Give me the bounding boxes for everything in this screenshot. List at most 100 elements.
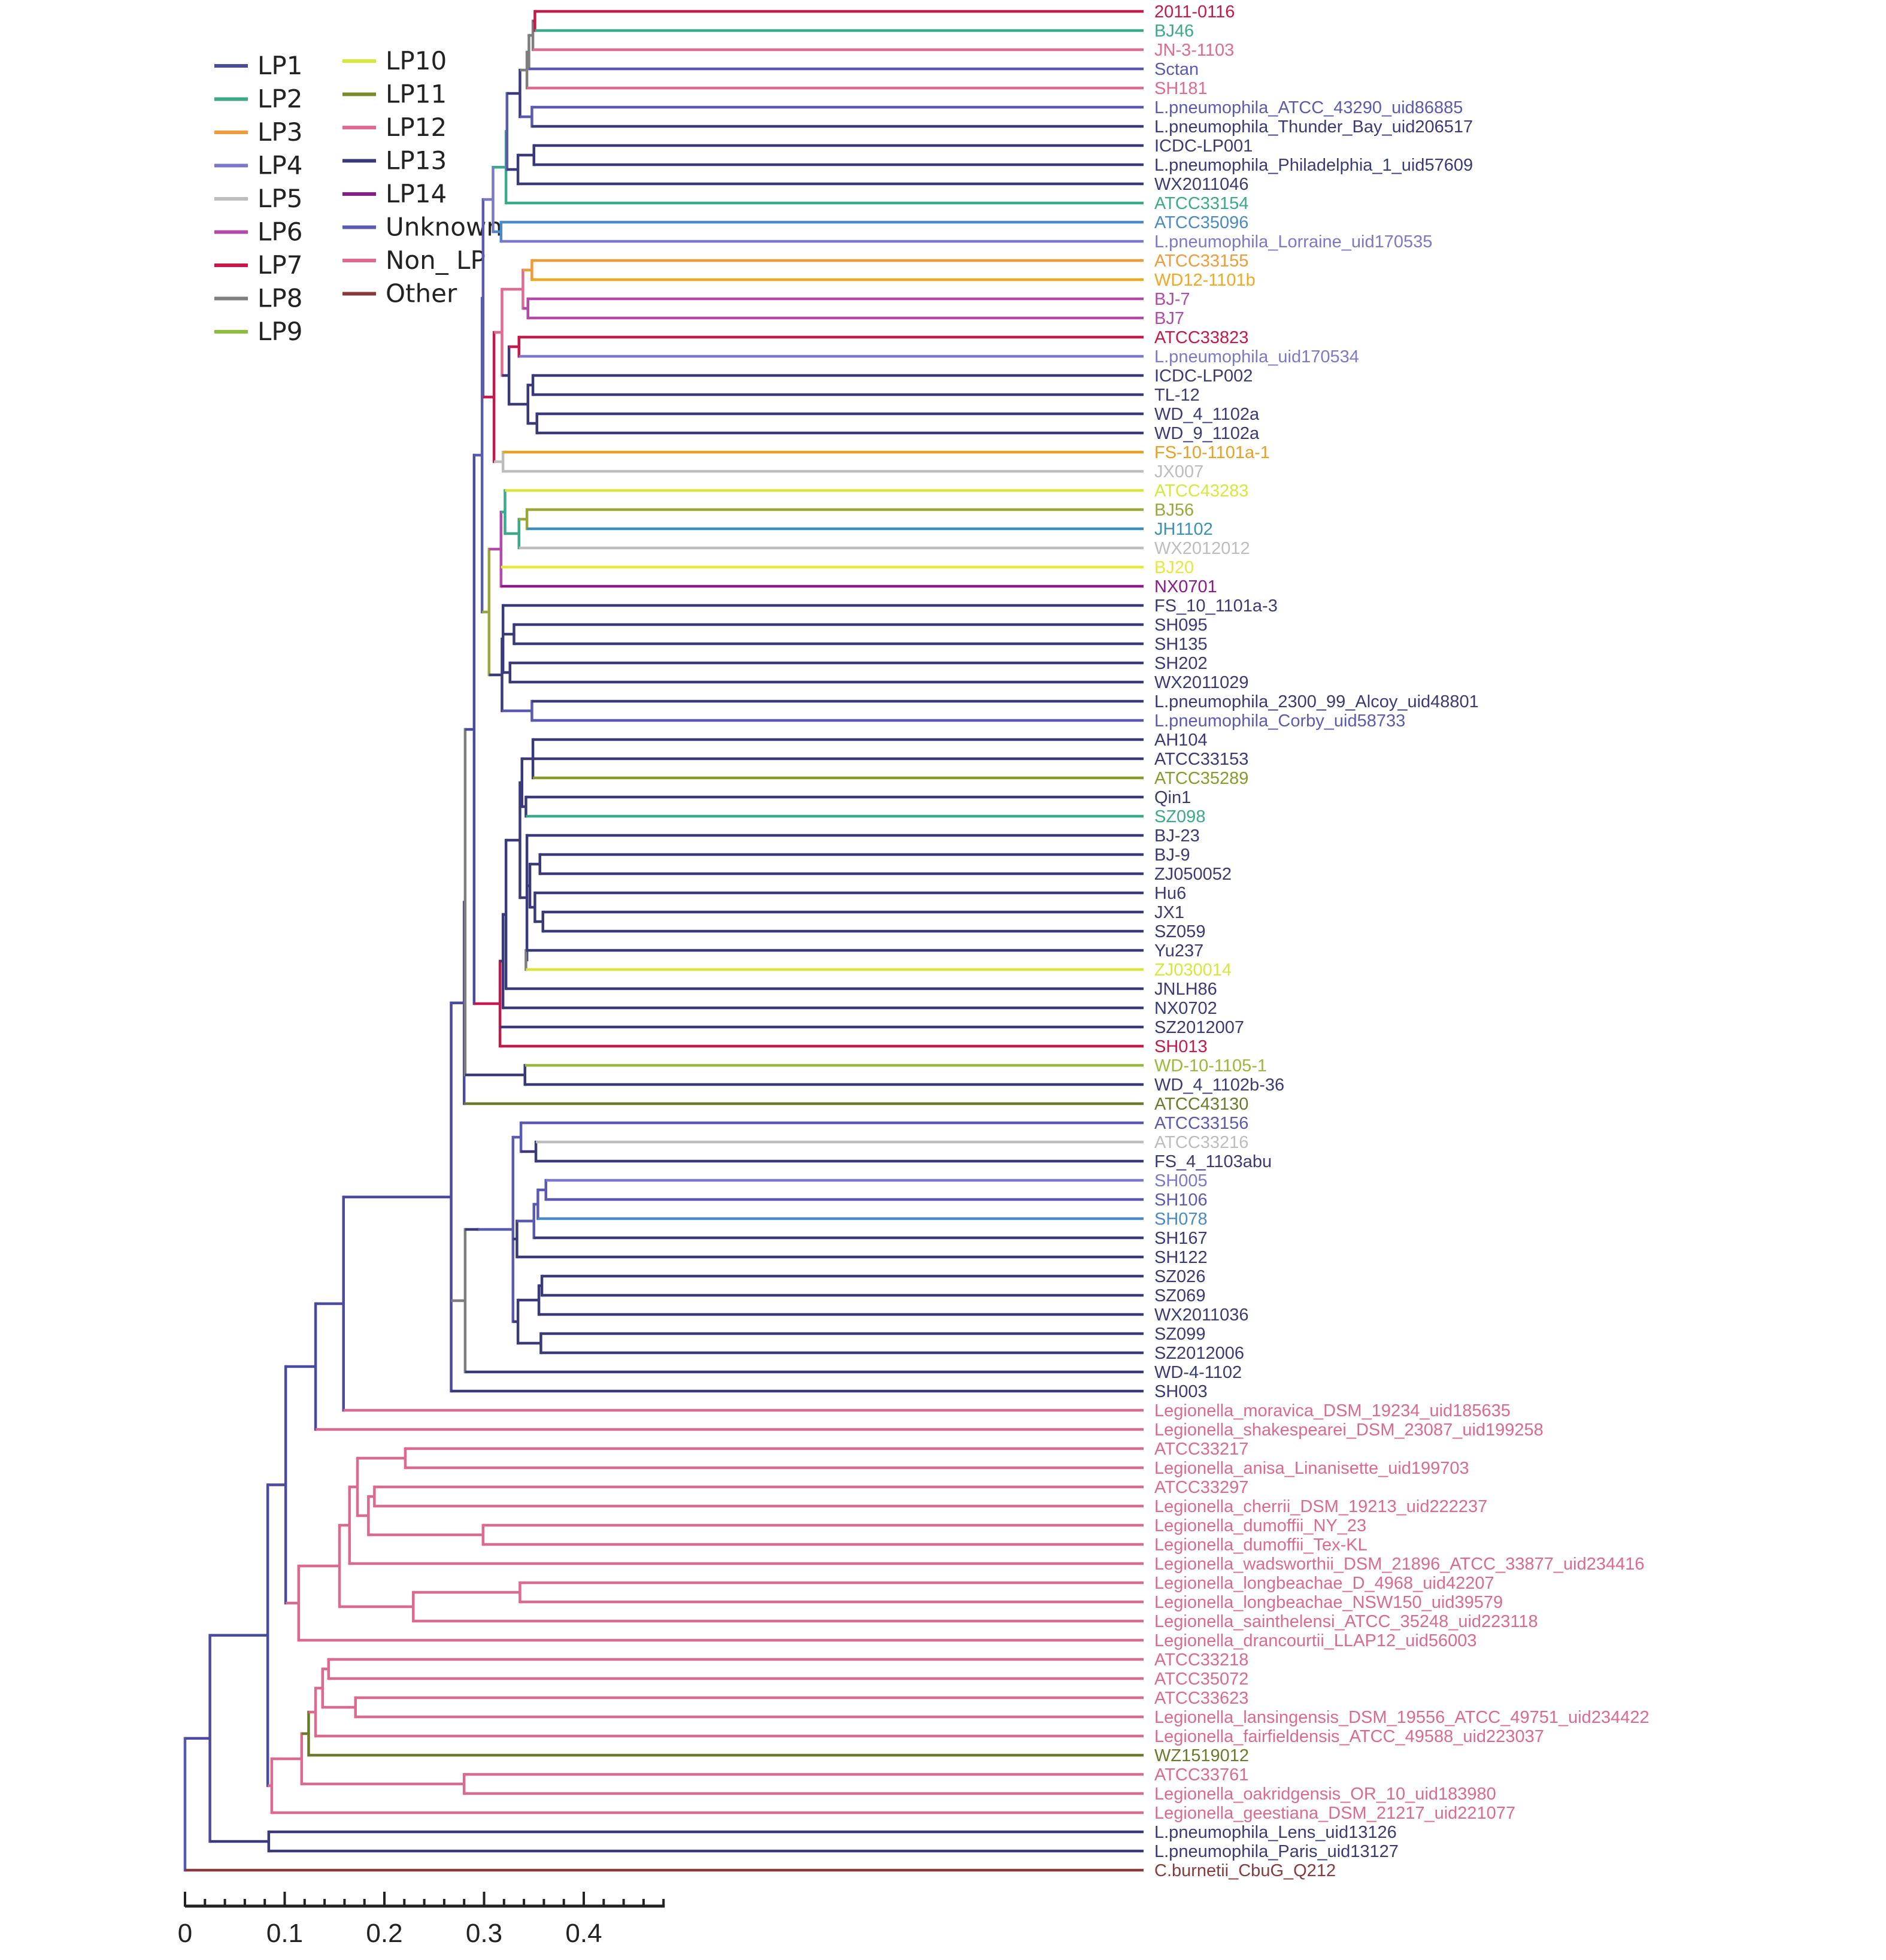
legend-label: LP9 — [257, 317, 302, 346]
axis-tick-label: 0.3 — [466, 1919, 502, 1948]
legend-label: LP14 — [386, 179, 447, 208]
tip-label: NX0701 — [1154, 577, 1217, 596]
tip-label: SZ059 — [1154, 922, 1205, 941]
tip-label: WZ1519012 — [1154, 1746, 1249, 1765]
tip-label: WX2011046 — [1154, 175, 1248, 194]
tip-label: ATCC43283 — [1154, 481, 1248, 501]
tip-label: L.pneumophila_2300_99_Alcoy_uid48801 — [1154, 692, 1479, 711]
tip-label: SH005 — [1154, 1171, 1208, 1190]
tip-label: Legionella_dumoffii_NY_23 — [1154, 1516, 1366, 1535]
tip-label: ATCC33155 — [1154, 252, 1248, 271]
tip-label: WX2011029 — [1154, 673, 1248, 692]
legend-label: Other — [386, 279, 457, 308]
tip-label: SH095 — [1154, 616, 1208, 635]
tip-label: SH167 — [1154, 1229, 1208, 1248]
axis-tick-label: 0.4 — [565, 1919, 602, 1948]
axis-tick-label: 0.2 — [366, 1919, 402, 1948]
tip-label: ATCC33153 — [1154, 750, 1248, 769]
legend-label: LP10 — [386, 46, 447, 75]
tip-label: ATCC33154 — [1154, 194, 1248, 213]
tip-label: L.pneumophila_uid170534 — [1154, 347, 1359, 366]
tip-label: SH106 — [1154, 1190, 1208, 1210]
tip-label: SZ099 — [1154, 1325, 1205, 1344]
tip-label: Legionella_lansingensis_DSM_19556_ATCC_4… — [1154, 1708, 1650, 1727]
legend-label: LP13 — [386, 146, 447, 175]
tip-label: ZJ030014 — [1154, 961, 1232, 980]
tip-label: Legionella_geestiana_DSM_21217_uid221077 — [1154, 1804, 1515, 1823]
tip-label: SH013 — [1154, 1037, 1208, 1056]
legend-label: LP8 — [257, 284, 302, 313]
tip-label: SH202 — [1154, 654, 1208, 673]
tip-label: FS_4_1103abu — [1154, 1152, 1272, 1171]
tip-label: Legionella_drancourtii_LLAP12_uid56003 — [1154, 1631, 1477, 1650]
tip-label: L.pneumophila_ATCC_43290_uid86885 — [1154, 98, 1463, 117]
tip-label: SZ069 — [1154, 1286, 1205, 1305]
tip-label: ZJ050052 — [1154, 865, 1232, 884]
tip-label: SH135 — [1154, 635, 1208, 654]
tip-label: NX0702 — [1154, 999, 1217, 1018]
legend-label: LP2 — [257, 84, 302, 114]
tip-label: C.burnetii_CbuG_Q212 — [1154, 1861, 1336, 1880]
axis-tick-label: 0 — [178, 1919, 192, 1948]
tip-label: JX007 — [1154, 462, 1203, 481]
tip-label: BJ7 — [1154, 309, 1184, 328]
tip-label: Legionella_oakridgensis_OR_10_uid183980 — [1154, 1785, 1496, 1804]
tip-label: Legionella_longbeachae_D_4968_uid42207 — [1154, 1574, 1494, 1593]
tip-label: Legionella_shakespearei_DSM_23087_uid199… — [1154, 1420, 1544, 1440]
tip-label: Legionella_cherrii_DSM_19213_uid222237 — [1154, 1497, 1487, 1516]
tip-label: AH104 — [1154, 731, 1208, 750]
tip-labels: 2011-0116BJ46JN-3-1103SctanSH181L.pneumo… — [1154, 2, 1650, 1880]
tip-label: ATCC33297 — [1154, 1478, 1248, 1497]
tip-label: WX2011036 — [1154, 1305, 1248, 1325]
legend-label: Unknown — [386, 213, 502, 242]
tip-label: SH122 — [1154, 1248, 1208, 1267]
tip-label: WX2012012 — [1154, 539, 1250, 558]
tip-label: 2011-0116 — [1154, 2, 1235, 22]
tip-label: ATCC35096 — [1154, 213, 1248, 232]
tip-label: ATCC35072 — [1154, 1670, 1248, 1689]
tip-label: L.pneumophila_Philadelphia_1_uid57609 — [1154, 156, 1473, 175]
tip-label: Legionella_moravica_DSM_19234_uid185635 — [1154, 1401, 1511, 1420]
tip-label: BJ-7 — [1154, 290, 1190, 309]
tip-label: L.pneumophila_Lorraine_uid170535 — [1154, 232, 1432, 252]
tip-label: L.pneumophila_Corby_uid58733 — [1154, 711, 1405, 731]
tip-label: FS-10-1101a-1 — [1154, 443, 1270, 462]
tip-label: JN-3-1103 — [1154, 41, 1234, 60]
legend-label: LP5 — [257, 184, 302, 213]
tip-label: ATCC43130 — [1154, 1095, 1248, 1114]
tip-label: WD_4_1102a — [1154, 405, 1260, 424]
tip-label: Legionella_dumoffii_Tex-KL — [1154, 1535, 1367, 1555]
tip-label: Yu237 — [1154, 941, 1203, 961]
distance-axis: 0 0.1 0.2 0.3 0.4 — [178, 1892, 665, 1948]
tip-label: FS_10_1101a-3 — [1154, 596, 1278, 616]
tip-label: Qin1 — [1154, 788, 1191, 807]
axis-tick-label: 0.1 — [266, 1919, 303, 1948]
tip-label: SH181 — [1154, 79, 1208, 98]
tip-label: L.pneumophila_Paris_uid13127 — [1154, 1842, 1399, 1861]
tip-label: SH003 — [1154, 1382, 1208, 1401]
tip-label: BJ56 — [1154, 501, 1194, 520]
legend-label: LP6 — [257, 217, 302, 247]
tip-label: JH1102 — [1154, 520, 1213, 539]
tip-label: Legionella_longbeachae_NSW150_uid39579 — [1154, 1593, 1503, 1612]
tip-label: SZ2012007 — [1154, 1018, 1244, 1037]
tip-label: ATCC33823 — [1154, 328, 1248, 347]
tip-label: ATCC33216 — [1154, 1133, 1248, 1152]
legend-label: LP3 — [257, 117, 302, 147]
tip-label: ATCC33156 — [1154, 1114, 1248, 1133]
tip-label: WD_9_1102a — [1154, 424, 1260, 443]
tip-label: L.pneumophila_Thunder_Bay_uid206517 — [1154, 117, 1473, 137]
tip-label: Sctan — [1154, 60, 1199, 79]
tip-label: ICDC-LP001 — [1154, 137, 1253, 156]
tip-label: ATCC35289 — [1154, 769, 1248, 788]
tip-label: BJ-23 — [1154, 826, 1200, 846]
tip-label: JNLH86 — [1154, 980, 1217, 999]
tip-label: SZ098 — [1154, 807, 1205, 826]
tip-label: L.pneumophila_Lens_uid13126 — [1154, 1823, 1397, 1842]
tip-label: ATCC33217 — [1154, 1440, 1248, 1459]
tip-label: Legionella_wadsworthii_DSM_21896_ATCC_33… — [1154, 1555, 1645, 1574]
tip-label: SH078 — [1154, 1210, 1208, 1229]
tip-label: ATCC33623 — [1154, 1689, 1248, 1708]
